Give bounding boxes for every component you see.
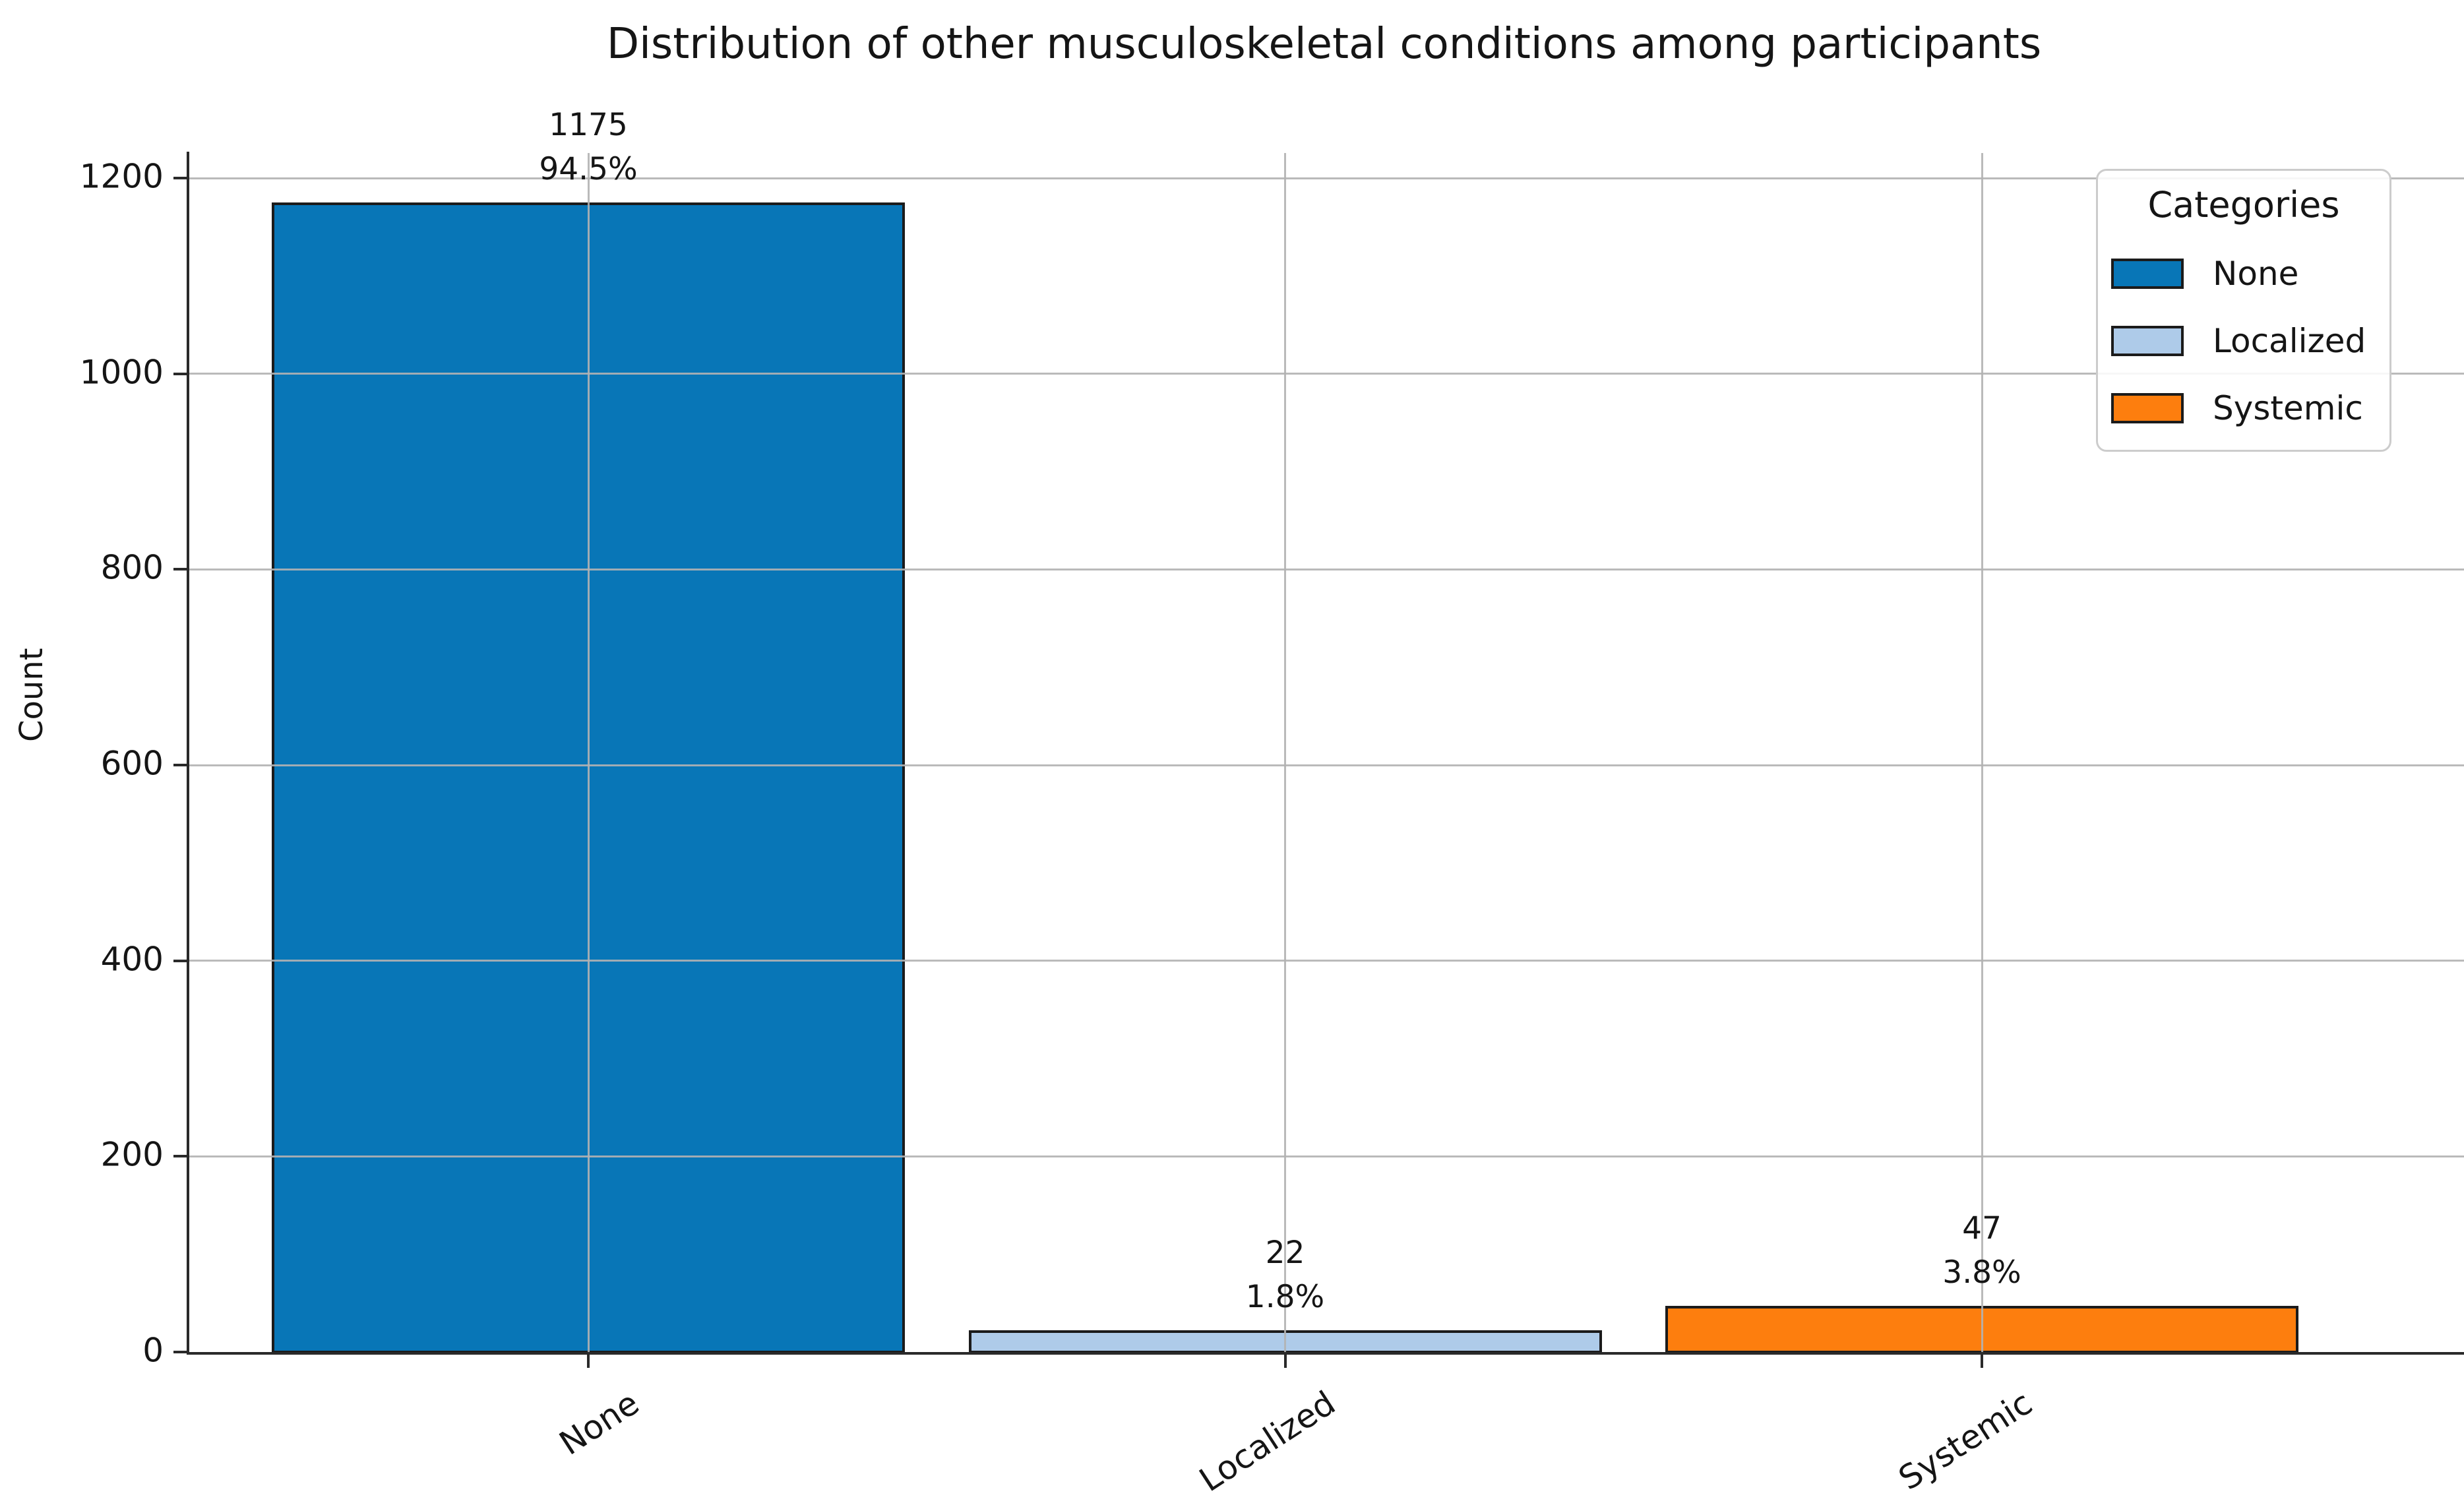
bar-count-label: 22: [1265, 1235, 1305, 1272]
legend-entry-label: Localized: [2213, 322, 2366, 360]
gridline-vertical: [1981, 153, 1983, 1352]
y-tick-label: 1000: [79, 353, 164, 392]
y-tick-label: 800: [100, 549, 164, 588]
y-tick-mark: [173, 764, 189, 767]
x-tick-label: Localized: [1192, 1384, 1343, 1500]
y-tick-label: 0: [142, 1331, 164, 1370]
legend-swatch-icon: [2111, 259, 2184, 289]
chart-title: Distribution of other musculoskeletal co…: [606, 20, 2042, 69]
bar-value-label: 22 1.8%: [1246, 1231, 1324, 1319]
legend-entry-systemic: Systemic: [2098, 389, 2389, 427]
gridline-horizontal: [189, 1155, 2464, 1157]
gridline-horizontal: [189, 764, 2464, 766]
gridline-vertical: [587, 153, 590, 1352]
legend-rows: None Localized Systemic: [2098, 255, 2389, 427]
gridline-horizontal: [189, 568, 2464, 570]
legend-swatch-icon: [2111, 393, 2184, 423]
gridline-horizontal: [189, 177, 2464, 179]
y-tick-label: 1200: [79, 157, 164, 196]
x-tick-mark: [587, 1353, 590, 1368]
legend: Categories None Localized Systemic: [2096, 169, 2391, 452]
bar-percent-label: 1.8%: [1245, 1279, 1325, 1316]
x-axis-spine: [187, 1352, 2464, 1355]
x-tick-mark: [1981, 1353, 1983, 1368]
y-tick-mark: [173, 959, 189, 962]
x-tick-label: None: [552, 1384, 646, 1463]
y-axis-spine: [187, 152, 189, 1355]
y-tick-mark: [173, 1155, 189, 1158]
bar-percent-label: 94.5%: [539, 150, 638, 187]
y-tick-mark: [173, 177, 189, 180]
gridline-vertical: [1284, 153, 1286, 1352]
y-tick-label: 200: [100, 1136, 164, 1175]
legend-entry-label: None: [2213, 255, 2299, 293]
y-tick-label: 600: [100, 744, 164, 783]
gridline-horizontal: [189, 960, 2464, 962]
bar-percent-label: 3.8%: [1942, 1254, 2021, 1291]
legend-swatch-icon: [2111, 326, 2184, 356]
bar-value-label: 1175 94.5%: [539, 104, 637, 191]
y-tick-mark: [173, 568, 189, 571]
x-tick-mark: [1283, 1353, 1287, 1368]
bar-value-label: 47 3.8%: [1942, 1207, 2021, 1295]
y-tick-label: 400: [100, 940, 164, 979]
gridline-horizontal: [189, 373, 2464, 375]
y-tick-mark: [173, 372, 189, 375]
y-axis-label: Count: [13, 648, 50, 742]
bar-count-label: 47: [1962, 1210, 2002, 1247]
y-tick-mark: [173, 1351, 189, 1353]
legend-title: Categories: [2147, 184, 2340, 226]
legend-entry-localized: Localized: [2098, 322, 2389, 360]
x-tick-label: Systemic: [1892, 1384, 2039, 1498]
bar-count-label: 1175: [549, 107, 628, 144]
legend-entry-none: None: [2098, 255, 2389, 293]
legend-entry-label: Systemic: [2213, 389, 2363, 427]
